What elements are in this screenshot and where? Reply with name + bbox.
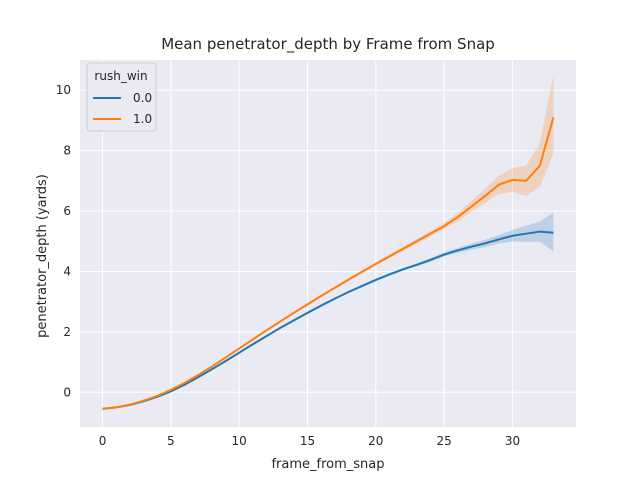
x-tick-label: 0 xyxy=(99,434,107,448)
legend-box xyxy=(86,62,157,132)
series-lines xyxy=(102,117,555,410)
x-tick-label: 25 xyxy=(437,434,452,448)
x-axis-ticks: 0 5 10 15 20 25 30 xyxy=(99,434,520,448)
legend-label: 0.0 xyxy=(133,91,152,105)
y-tick-label: 6 xyxy=(63,204,71,218)
y-axis-label: penetrator_depth (yards) xyxy=(35,174,50,338)
confidence-bands xyxy=(102,75,554,410)
y-tick-label: 0 xyxy=(63,385,71,399)
y-tick-label: 8 xyxy=(63,144,71,158)
x-tick-label: 15 xyxy=(300,434,315,448)
x-axis-label: frame_from_snap xyxy=(271,457,384,472)
chart-title: Mean penetrator_depth by Frame from Snap xyxy=(161,35,495,54)
x-tick-label: 5 xyxy=(167,434,175,448)
y-tick-label: 4 xyxy=(63,264,71,278)
legend: rush_win 0.0 1.0 xyxy=(86,62,157,132)
plot-area xyxy=(80,60,576,427)
legend-title: rush_win xyxy=(94,69,147,83)
grid xyxy=(80,60,576,427)
y-tick-label: 10 xyxy=(56,83,71,97)
y-tick-label: 2 xyxy=(63,325,71,339)
x-tick-label: 30 xyxy=(505,434,520,448)
y-axis-ticks: 0 2 4 6 8 10 xyxy=(56,83,71,399)
legend-label: 1.0 xyxy=(133,112,152,126)
confidence-band-0.0 xyxy=(102,212,554,410)
series-line-1.0 xyxy=(102,117,555,410)
x-tick-label: 20 xyxy=(368,434,383,448)
x-tick-label: 10 xyxy=(232,434,247,448)
series-line-0.0 xyxy=(102,230,554,410)
